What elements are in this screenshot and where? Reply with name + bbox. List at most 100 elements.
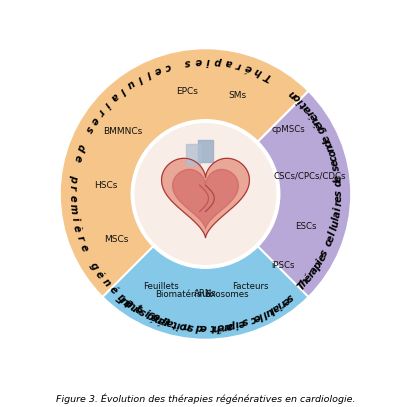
Text: u: u bbox=[263, 305, 274, 317]
Text: e: e bbox=[329, 158, 341, 167]
Text: g: g bbox=[316, 124, 328, 135]
Text: a: a bbox=[224, 57, 233, 68]
Text: e: e bbox=[280, 294, 292, 306]
Text: n: n bbox=[153, 313, 163, 324]
Text: e: e bbox=[153, 63, 163, 75]
Text: l: l bbox=[145, 68, 152, 79]
Text: e: e bbox=[236, 317, 246, 328]
Wedge shape bbox=[208, 90, 352, 340]
Text: e: e bbox=[200, 322, 207, 332]
Text: i: i bbox=[333, 206, 343, 211]
Text: p: p bbox=[228, 319, 237, 330]
Text: r: r bbox=[116, 291, 126, 302]
Text: HSCs: HSCs bbox=[95, 181, 118, 190]
Text: h: h bbox=[253, 66, 263, 78]
Text: iPSCs: iPSCs bbox=[271, 261, 294, 270]
Text: cpMSCs: cpMSCs bbox=[272, 125, 305, 133]
Text: a: a bbox=[109, 91, 120, 103]
Text: e: e bbox=[325, 234, 337, 243]
Text: é: é bbox=[244, 62, 254, 74]
Text: a: a bbox=[332, 210, 343, 218]
Text: é: é bbox=[157, 314, 167, 326]
Circle shape bbox=[135, 124, 276, 264]
Text: ESCs: ESCs bbox=[295, 222, 316, 231]
Circle shape bbox=[132, 121, 279, 267]
Text: t: t bbox=[209, 322, 215, 332]
Text: e: e bbox=[252, 311, 262, 323]
Text: i: i bbox=[296, 96, 305, 105]
Text: o: o bbox=[291, 91, 303, 103]
Text: a: a bbox=[302, 103, 314, 114]
Text: t: t bbox=[171, 318, 178, 329]
Text: c: c bbox=[323, 239, 335, 248]
Text: r: r bbox=[74, 235, 85, 243]
Text: c: c bbox=[163, 61, 172, 72]
Text: t: t bbox=[299, 99, 309, 109]
Text: BMMNCs: BMMNCs bbox=[103, 127, 142, 136]
Text: i: i bbox=[206, 56, 210, 66]
Text: SMs: SMs bbox=[229, 91, 247, 100]
Text: c: c bbox=[249, 313, 258, 324]
Text: e: e bbox=[317, 252, 329, 263]
Text: r: r bbox=[222, 321, 228, 331]
Text: i: i bbox=[175, 319, 181, 330]
Text: e: e bbox=[67, 195, 77, 202]
Text: l: l bbox=[261, 308, 268, 319]
Text: T: T bbox=[296, 280, 307, 292]
Text: Biomatériaux: Biomatériaux bbox=[155, 290, 213, 299]
Text: g: g bbox=[88, 260, 100, 272]
Text: i: i bbox=[102, 99, 112, 109]
Text: u: u bbox=[125, 78, 136, 90]
Wedge shape bbox=[59, 48, 309, 340]
Text: i: i bbox=[143, 309, 151, 319]
Text: n: n bbox=[325, 143, 337, 153]
Text: MSCs: MSCs bbox=[104, 235, 129, 244]
Text: r: r bbox=[305, 107, 316, 117]
Text: t: t bbox=[123, 297, 133, 308]
Text: é: é bbox=[302, 273, 314, 284]
Text: é: é bbox=[314, 119, 326, 130]
Text: Exosomes: Exosomes bbox=[205, 290, 249, 299]
Text: è: è bbox=[71, 224, 83, 234]
Text: n: n bbox=[100, 277, 112, 289]
Text: i: i bbox=[234, 318, 240, 329]
Text: d: d bbox=[323, 138, 335, 149]
Text: i: i bbox=[69, 216, 80, 221]
Text: EPCs: EPCs bbox=[176, 87, 199, 96]
Text: é: é bbox=[107, 284, 119, 296]
Text: r: r bbox=[333, 201, 344, 206]
Text: g: g bbox=[145, 309, 155, 321]
Text: r: r bbox=[162, 316, 170, 327]
Text: e: e bbox=[321, 133, 332, 144]
Text: r: r bbox=[306, 270, 317, 280]
Text: p: p bbox=[311, 260, 323, 272]
Text: n: n bbox=[161, 315, 171, 327]
Text: é: é bbox=[94, 269, 106, 280]
Text: o: o bbox=[151, 312, 162, 324]
Text: CSCs/CPCs/CDCs: CSCs/CPCs/CDCs bbox=[273, 171, 346, 180]
Text: t: t bbox=[133, 303, 143, 314]
Text: a: a bbox=[124, 297, 135, 309]
Text: s: s bbox=[319, 248, 331, 258]
Text: n: n bbox=[311, 115, 323, 126]
Text: a: a bbox=[165, 317, 175, 328]
Text: h: h bbox=[299, 277, 311, 289]
Text: o: o bbox=[178, 319, 187, 331]
Text: l: l bbox=[268, 304, 276, 315]
Wedge shape bbox=[102, 246, 309, 340]
Text: é: é bbox=[308, 111, 320, 122]
Text: a: a bbox=[309, 265, 321, 276]
Text: o: o bbox=[326, 148, 338, 158]
Text: u: u bbox=[126, 299, 137, 311]
Text: r: r bbox=[95, 107, 106, 117]
Text: s: s bbox=[284, 292, 295, 303]
Text: Figure 3. Évolution des thérapies régénératives en cardiologie.: Figure 3. Évolution des thérapies régéné… bbox=[56, 394, 355, 404]
Text: s: s bbox=[334, 190, 344, 196]
Text: a: a bbox=[270, 301, 281, 313]
Text: m: m bbox=[67, 203, 79, 214]
Polygon shape bbox=[173, 169, 238, 229]
Text: l: l bbox=[331, 216, 342, 221]
Text: r: r bbox=[235, 59, 242, 70]
Text: s: s bbox=[184, 57, 192, 67]
Text: s: s bbox=[331, 164, 342, 172]
